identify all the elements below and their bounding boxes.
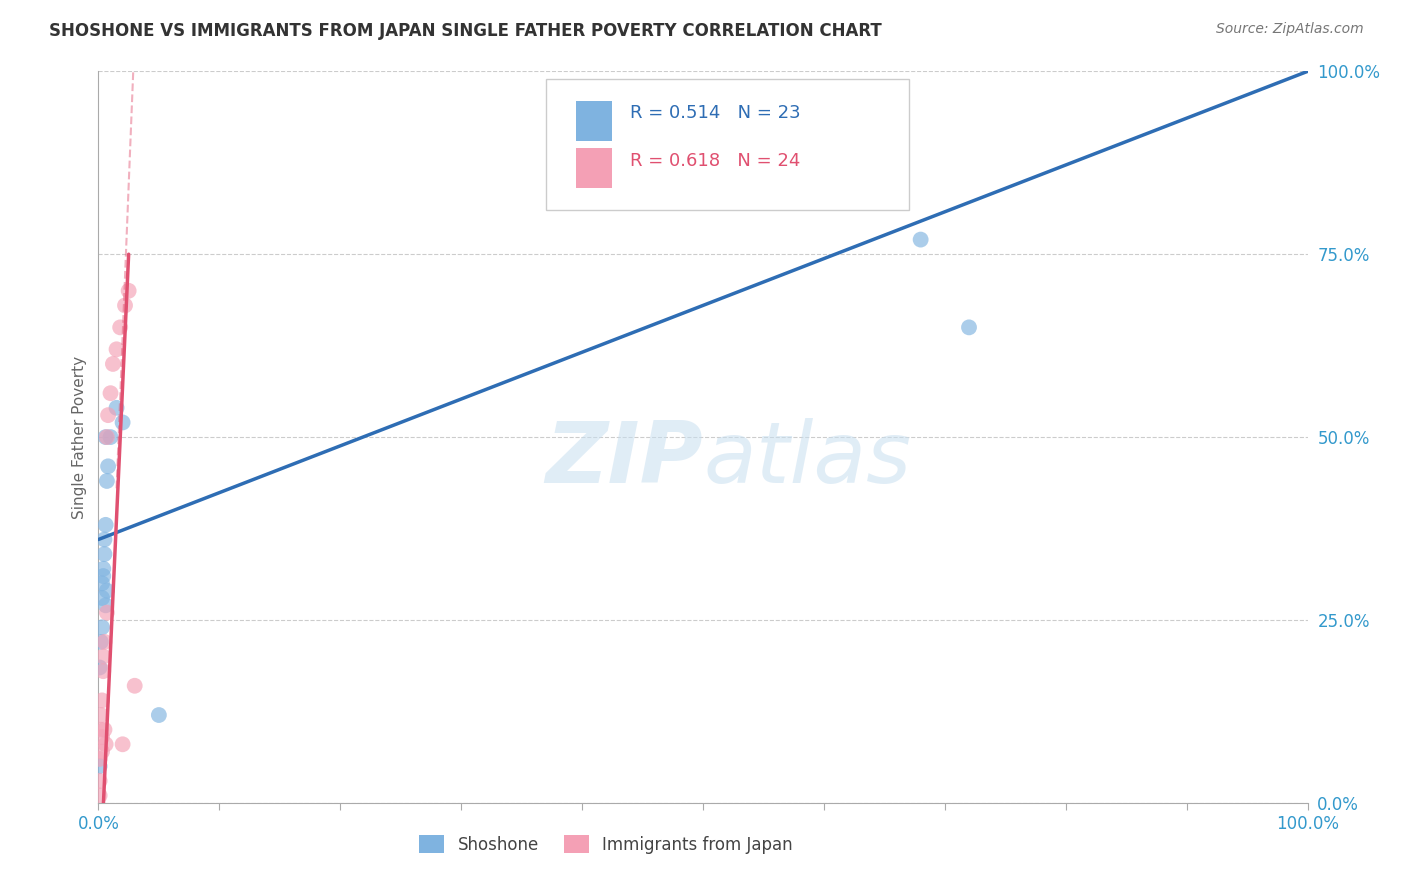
Point <box>89 752 111 766</box>
Point <box>148 708 170 723</box>
Text: R = 0.514   N = 23: R = 0.514 N = 23 <box>630 104 801 122</box>
Point <box>93 635 115 649</box>
Point <box>91 664 114 678</box>
Point <box>90 635 112 649</box>
Point <box>89 789 111 803</box>
Point <box>93 547 115 561</box>
Point <box>89 660 111 674</box>
Point <box>114 298 136 312</box>
Point <box>89 773 111 788</box>
FancyBboxPatch shape <box>546 78 908 211</box>
Text: Source: ZipAtlas.com: Source: ZipAtlas.com <box>1216 22 1364 37</box>
Point <box>94 737 117 751</box>
Text: atlas: atlas <box>703 417 911 500</box>
Point <box>96 583 118 598</box>
Point <box>94 517 117 532</box>
Point <box>100 386 122 401</box>
Point <box>93 533 115 547</box>
Point <box>105 401 128 415</box>
Text: SHOSHONE VS IMMIGRANTS FROM JAPAN SINGLE FATHER POVERTY CORRELATION CHART: SHOSHONE VS IMMIGRANTS FROM JAPAN SINGLE… <box>49 22 882 40</box>
Point <box>93 723 115 737</box>
Point <box>111 737 134 751</box>
Point <box>96 430 118 444</box>
Point <box>96 606 118 620</box>
FancyBboxPatch shape <box>576 101 613 141</box>
Point <box>100 430 122 444</box>
Point <box>91 620 114 634</box>
Point <box>910 233 932 247</box>
Point <box>91 569 114 583</box>
Y-axis label: Single Father Poverty: Single Father Poverty <box>72 356 87 518</box>
Text: R = 0.618   N = 24: R = 0.618 N = 24 <box>630 152 801 169</box>
Point <box>101 357 124 371</box>
Point <box>94 599 117 613</box>
Point <box>90 723 112 737</box>
Point <box>124 679 146 693</box>
Point <box>91 745 114 759</box>
Point <box>90 708 112 723</box>
Point <box>91 730 114 744</box>
Point <box>91 649 114 664</box>
Point <box>108 320 131 334</box>
Point <box>91 591 114 605</box>
Point <box>97 408 120 422</box>
Text: ZIP: ZIP <box>546 417 703 500</box>
Point <box>89 759 111 773</box>
Point <box>118 284 141 298</box>
Point <box>91 562 114 576</box>
Point <box>957 320 980 334</box>
Point <box>105 343 128 357</box>
Point <box>91 576 114 591</box>
Point <box>94 430 117 444</box>
Point <box>813 196 835 211</box>
Point <box>97 459 120 474</box>
Point <box>91 693 114 707</box>
FancyBboxPatch shape <box>576 148 613 188</box>
Point <box>111 416 134 430</box>
Legend: Shoshone, Immigrants from Japan: Shoshone, Immigrants from Japan <box>413 829 800 860</box>
Point <box>96 474 118 488</box>
